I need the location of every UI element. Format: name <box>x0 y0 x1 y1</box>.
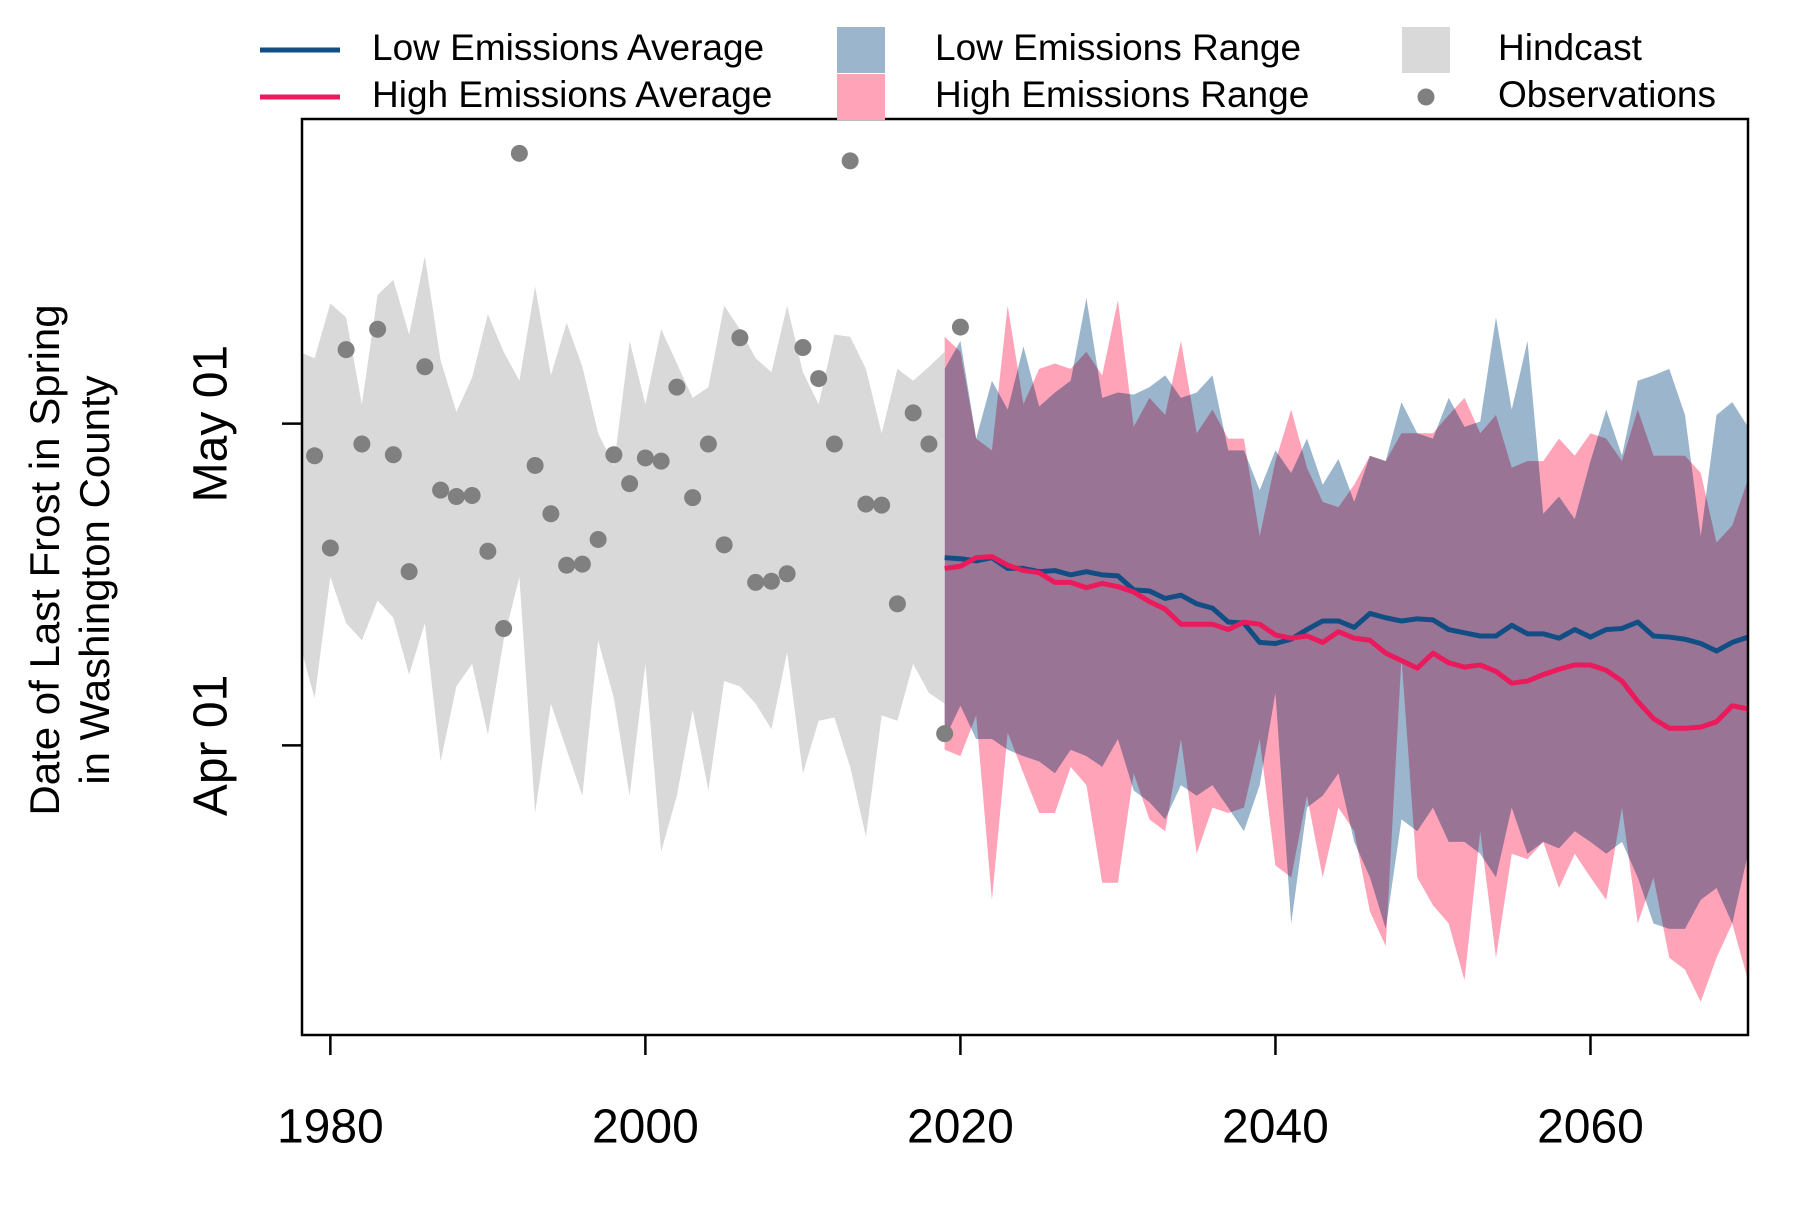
observation-point <box>479 542 497 560</box>
observation-point <box>699 435 717 453</box>
observation-point <box>920 435 938 453</box>
observation-point <box>715 536 733 554</box>
observation-point <box>573 555 591 573</box>
x-tick-label: 1980 <box>277 1101 384 1154</box>
observation-point <box>951 318 969 336</box>
axes: 1980 2000 2020 2040 2060 Apr 01 May 01 <box>185 117 1750 1154</box>
observation-point <box>810 370 828 388</box>
average-line <box>944 554 1748 731</box>
legend-label: Low Emissions Average <box>372 27 764 68</box>
legend-label: High Emissions Average <box>372 74 772 115</box>
observation-point <box>542 505 560 523</box>
observation-point <box>825 435 843 453</box>
observation-point <box>731 329 749 347</box>
legend-swatch <box>1417 88 1435 106</box>
plot-area <box>302 144 1748 1002</box>
observation-point <box>841 152 859 170</box>
x-tick-label: 2040 <box>1222 1101 1329 1154</box>
observation-point <box>416 358 434 376</box>
observation-point <box>369 320 387 338</box>
observation-point <box>447 488 465 506</box>
average-line <box>944 555 1748 654</box>
legend-label: Low Emissions Range <box>935 27 1301 68</box>
observation-point <box>668 378 686 396</box>
observation-point <box>463 486 481 504</box>
observation-point <box>495 619 513 637</box>
observation-point <box>873 496 891 514</box>
observation-point <box>432 481 450 499</box>
observation-point <box>558 556 576 574</box>
legend-label: Hindcast <box>1498 27 1643 68</box>
observation-point <box>936 725 954 743</box>
observation-point <box>888 595 906 613</box>
y-axis-label: in Washington County <box>71 375 118 784</box>
y-tick-label: Apr 01 <box>185 675 238 816</box>
legend-swatch <box>837 27 885 73</box>
x-tick-label: 2060 <box>1537 1101 1644 1154</box>
x-tick-label: 2020 <box>907 1101 1014 1154</box>
observation-point <box>636 449 654 467</box>
observation-point <box>510 144 528 162</box>
y-tick-label: May 01 <box>185 345 238 502</box>
range-band <box>302 256 945 852</box>
observation-point <box>747 573 765 591</box>
observation-point <box>794 338 812 356</box>
observation-point <box>321 539 339 557</box>
observation-point <box>337 341 355 359</box>
observation-point <box>384 446 402 464</box>
observation-point <box>652 452 670 470</box>
observation-point <box>904 404 922 422</box>
legend-label: Observations <box>1498 74 1716 115</box>
observation-point <box>762 572 780 590</box>
observation-point <box>526 456 544 474</box>
legend-swatch <box>1402 27 1450 73</box>
range-band <box>944 300 1748 1002</box>
observation-point <box>778 565 796 583</box>
legend-swatch <box>837 74 885 120</box>
legend-label: High Emissions Range <box>935 74 1309 115</box>
y-axis-label: Date of Last Frost in Spring <box>21 304 68 815</box>
observation-point <box>353 435 371 453</box>
legend: Low Emissions Average High Emissions Aver… <box>260 27 1716 120</box>
observation-point <box>684 489 702 507</box>
observation-point <box>605 446 623 464</box>
observation-point <box>621 475 639 493</box>
plot-frame <box>300 117 1750 1037</box>
observation-point <box>306 447 324 465</box>
observation-point <box>857 495 875 513</box>
x-tick-label: 2000 <box>592 1101 699 1154</box>
observation-point <box>400 563 418 581</box>
observation-point <box>589 530 607 548</box>
